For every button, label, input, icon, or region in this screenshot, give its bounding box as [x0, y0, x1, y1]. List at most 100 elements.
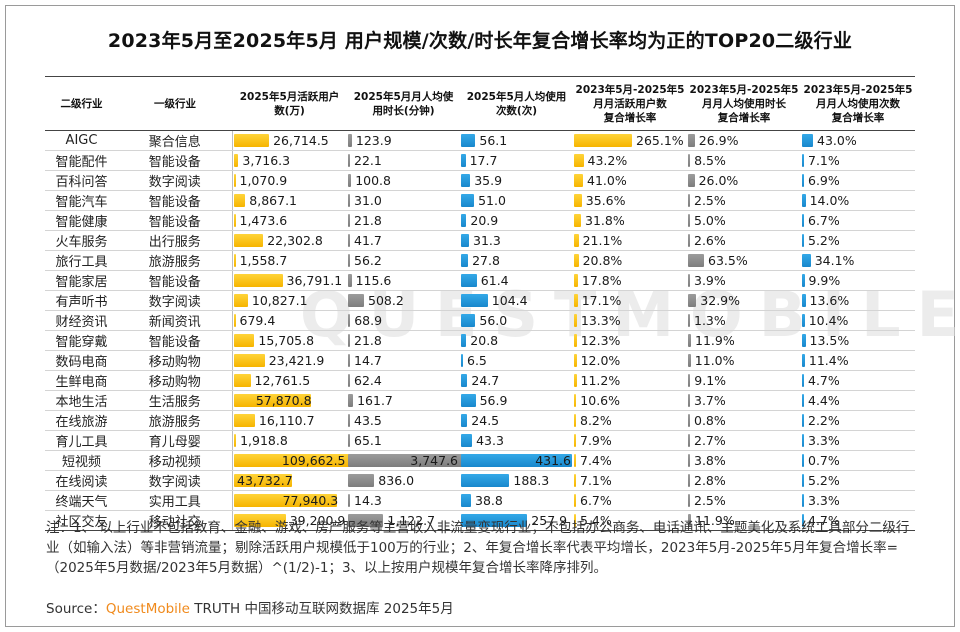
bar-time-cell: 41.7 — [347, 230, 460, 251]
bar-growth-time-label: 2.8% — [694, 473, 726, 488]
bar-growth-time-cell: 1.3% — [687, 310, 801, 331]
bar-growth-count-label: 3.3% — [808, 493, 840, 508]
header-time-line: 2025年5月月人均使 — [353, 90, 454, 103]
bar-growth-time-wrap: 63.5% — [687, 252, 801, 269]
bar-growth-count-wrap: 4.7% — [801, 372, 915, 389]
bar-growth-count — [802, 454, 804, 467]
bar-users-cell: 15,705.8 — [232, 330, 347, 351]
header-growth-users: 2023年5月-2025年5 月月活跃用户数 复合增长率 — [573, 76, 687, 131]
bar-growth-time-label: 11.0% — [694, 353, 735, 368]
bar-growth-users — [574, 214, 581, 227]
bar-growth-time-wrap: 2.7% — [687, 432, 801, 449]
bar-growth-users — [574, 174, 583, 187]
bar-growth-users-label: 6.7% — [580, 493, 612, 508]
bar-time — [348, 314, 351, 327]
bar-users-cell: 1,473.6 — [232, 210, 347, 231]
bar-growth-users-wrap: 13.3% — [573, 312, 687, 329]
table-header-row: 二级行业 一级行业 2025年5月活跃用户 数(万) 2025年5月月人均使 用时长(分钟… — [45, 76, 915, 131]
bar-users-label: 22,302.8 — [267, 233, 323, 248]
bar-users-wrap: 109,662.5 — [233, 452, 380, 469]
bar-growth-users-cell: 7.4% — [573, 450, 687, 471]
bar-time-label: 43.5 — [354, 413, 382, 428]
bar-growth-time — [688, 454, 690, 467]
bar-growth-time-cell: 2.5% — [687, 190, 801, 211]
bar-growth-users-wrap: 12.3% — [573, 332, 687, 349]
bar-time-label: 100.8 — [355, 173, 391, 188]
bar-growth-users-label: 12.3% — [580, 333, 621, 348]
bar-users-wrap: 16,110.7 — [233, 412, 348, 429]
bar-count-cell: 6.5 — [460, 350, 573, 371]
bar-count-wrap: 56.9 — [460, 392, 573, 409]
bar-time-cell: 836.0 — [347, 470, 460, 491]
header-category: 一级行业 — [118, 76, 232, 131]
bar-growth-time — [688, 474, 690, 487]
bar-users-label: 1,473.6 — [239, 213, 288, 228]
bar-growth-count — [802, 314, 805, 327]
bar-count-label: 6.5 — [467, 353, 487, 368]
bar-growth-users-wrap: 35.6% — [573, 192, 687, 209]
bar-growth-users-cell: 17.8% — [573, 270, 687, 291]
table-row: AIGC 聚合信息 26,714.5 123.9 56.1 265.1% 26.9% 43.0… — [45, 130, 915, 151]
bar-users-label: 26,714.5 — [273, 133, 329, 148]
bar-count-label: 257.9 — [531, 513, 568, 528]
bar-time-label: 1,122.7 — [387, 513, 436, 528]
bar-time-cell: 3,747.6 — [347, 450, 466, 471]
bar-growth-time-cell: 8.5% — [687, 150, 801, 171]
table-row: 育儿工具 育儿母婴 1,918.8 65.1 43.3 7.9% 2.7% 3.3% — [45, 430, 915, 451]
bar-growth-time-label: 0.8% — [694, 413, 726, 428]
bar-growth-time-label: 2.7% — [694, 433, 726, 448]
header-count-line: 2025年5月人均使用 — [466, 90, 567, 103]
bar-growth-time-cell: 11.9% — [687, 510, 801, 531]
bar-growth-time-label: 9.1% — [694, 373, 727, 388]
bar-users-label: 39,200.9 — [289, 513, 346, 528]
bar-time-cell: 43.5 — [347, 410, 460, 431]
bar-users-wrap: 8,867.1 — [233, 192, 348, 209]
bar-count-wrap: 104.4 — [460, 292, 573, 309]
bar-growth-users-label: 12.0% — [580, 353, 621, 368]
bar-growth-count — [802, 214, 804, 227]
bar-growth-count-label: 7.1% — [808, 153, 840, 168]
category-cell: 移动购物 — [118, 370, 233, 391]
table-row: 智能配件 智能设备 3,716.3 22.1 17.7 43.2% 8.5% 7.1% — [45, 150, 915, 171]
bar-growth-count-wrap: 43.0% — [801, 132, 915, 149]
bar-count-cell: 61.4 — [460, 270, 573, 291]
bar-growth-users — [574, 274, 578, 287]
bar-growth-time-label: 26.9% — [698, 133, 739, 148]
bar-users-cell: 10,827.1 — [232, 290, 347, 311]
bar-time-cell: 31.0 — [347, 190, 460, 211]
bar-growth-users-cell: 12.0% — [573, 350, 687, 371]
bar-users-cell: 39,200.9 — [232, 510, 347, 531]
bar-users-cell: 26,714.5 — [232, 130, 347, 151]
bar-growth-count — [802, 134, 813, 147]
bar-growth-users-label: 20.8% — [582, 253, 623, 268]
bar-time-wrap: 56.2 — [347, 252, 460, 269]
table-row: 智能家居 智能设备 36,791.1 115.6 61.4 17.8% 3.9% 9.9% — [45, 270, 915, 291]
header-growth-users-line: 复合增长率 — [603, 111, 657, 124]
header-count-line: 次数(次) — [495, 104, 538, 117]
bar-count-cell: 20.9 — [460, 210, 573, 231]
bar-count — [461, 214, 467, 227]
table-row: 旅行工具 旅游服务 1,558.7 56.2 27.8 20.8% 63.5% 34.1% — [45, 250, 915, 271]
bar-growth-users-wrap: 17.1% — [573, 292, 687, 309]
bar-count — [461, 474, 510, 487]
bar-count-wrap: 56.0 — [460, 312, 573, 329]
header-users: 2025年5月活跃用户 数(万) — [232, 76, 347, 131]
bar-users-cell: 109,662.5 — [232, 450, 380, 471]
bar-time-wrap: 22.1 — [347, 152, 460, 169]
bar-users — [233, 394, 311, 407]
bar-growth-users-cell: 13.3% — [573, 310, 687, 331]
bar-growth-time-cell: 2.6% — [687, 230, 801, 251]
bar-growth-count-cell: 3.3% — [801, 490, 915, 511]
bar-growth-users — [574, 474, 576, 487]
bar-users — [233, 314, 236, 327]
bar-time — [348, 174, 352, 187]
bar-growth-time-wrap: 11.9% — [687, 512, 801, 529]
bar-count-wrap: 188.3 — [460, 472, 573, 489]
bar-time-cell: 100.8 — [347, 170, 460, 191]
bar-time-label: 14.7 — [354, 353, 382, 368]
bar-count-wrap: 31.3 — [460, 232, 573, 249]
bar-users — [233, 494, 338, 507]
bar-count-label: 31.3 — [473, 233, 501, 248]
bar-users — [233, 474, 292, 487]
bar-users — [233, 194, 246, 207]
